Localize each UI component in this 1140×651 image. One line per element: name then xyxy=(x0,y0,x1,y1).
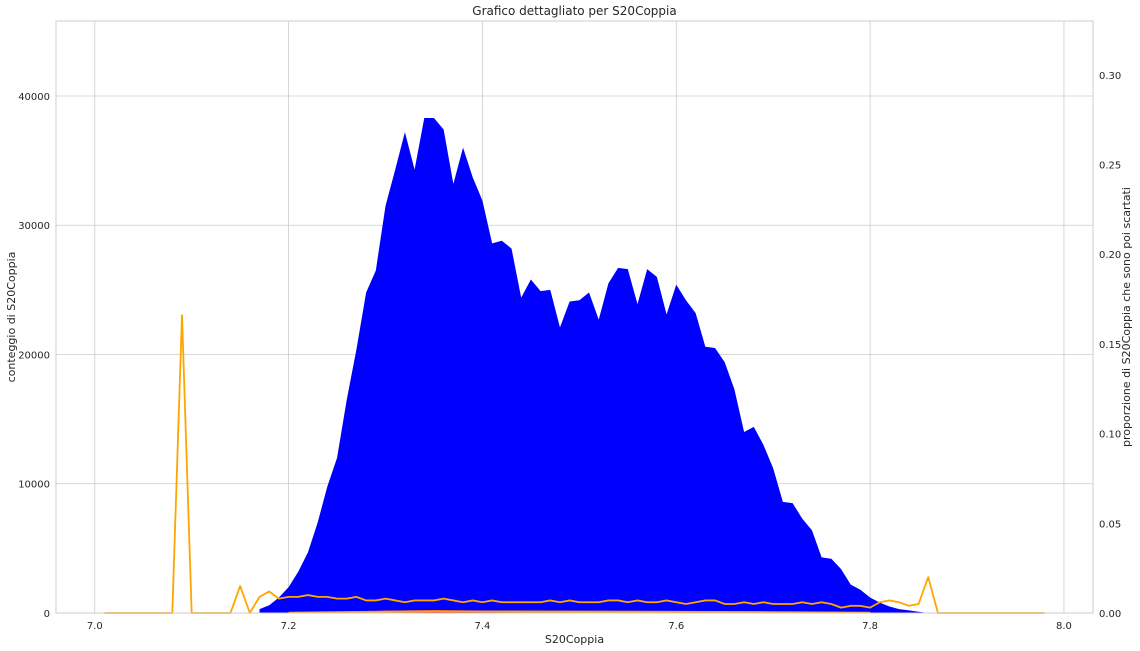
x-tick-label: 7.8 xyxy=(862,621,878,632)
y-tick-label: 20000 xyxy=(18,350,50,361)
x-tick-labels: 7.0 7.2 7.4 7.6 7.8 8.0 xyxy=(87,621,1072,632)
line-series-3 xyxy=(288,610,871,614)
y2-tick-label: 0.10 xyxy=(1099,430,1121,441)
line-series-2 xyxy=(104,314,1045,614)
plot-frame xyxy=(55,20,1094,614)
y2-tick-label: 0.00 xyxy=(1099,609,1121,620)
y2-tick-label: 0.25 xyxy=(1099,161,1121,172)
chart-title: Grafico dettagliato per S20Coppia xyxy=(472,4,676,18)
x-tick-label: 8.0 xyxy=(1056,621,1072,632)
x-axis-label: S20Coppia xyxy=(545,633,604,646)
y-tick-label: 0 xyxy=(44,609,50,620)
x-tick-label: 7.2 xyxy=(281,621,297,632)
y-tick-label: 30000 xyxy=(18,221,50,232)
y2-tick-label: 0.30 xyxy=(1099,71,1121,82)
y-tick-label: 40000 xyxy=(18,92,50,103)
y-tick-labels: 0 10000 20000 30000 40000 xyxy=(18,92,50,620)
area-series-0 xyxy=(259,117,929,613)
y-axis-label: conteggio di S20Coppia xyxy=(5,252,18,383)
y2-tick-labels: 0.00 0.05 0.10 0.15 0.20 0.25 0.30 xyxy=(1099,71,1121,620)
y-tick-label: 10000 xyxy=(18,480,50,491)
x-tick-label: 7.4 xyxy=(474,621,490,632)
x-tick-label: 7.0 xyxy=(87,621,103,632)
y2-tick-label: 0.05 xyxy=(1099,519,1121,530)
line-series xyxy=(104,314,1045,614)
y2-axis-label: proporzione di S20Coppia che sono poi sc… xyxy=(1120,187,1133,447)
x-tick-label: 7.6 xyxy=(668,621,684,632)
y2-tick-label: 0.15 xyxy=(1099,340,1121,351)
y2-tick-label: 0.20 xyxy=(1099,250,1121,261)
